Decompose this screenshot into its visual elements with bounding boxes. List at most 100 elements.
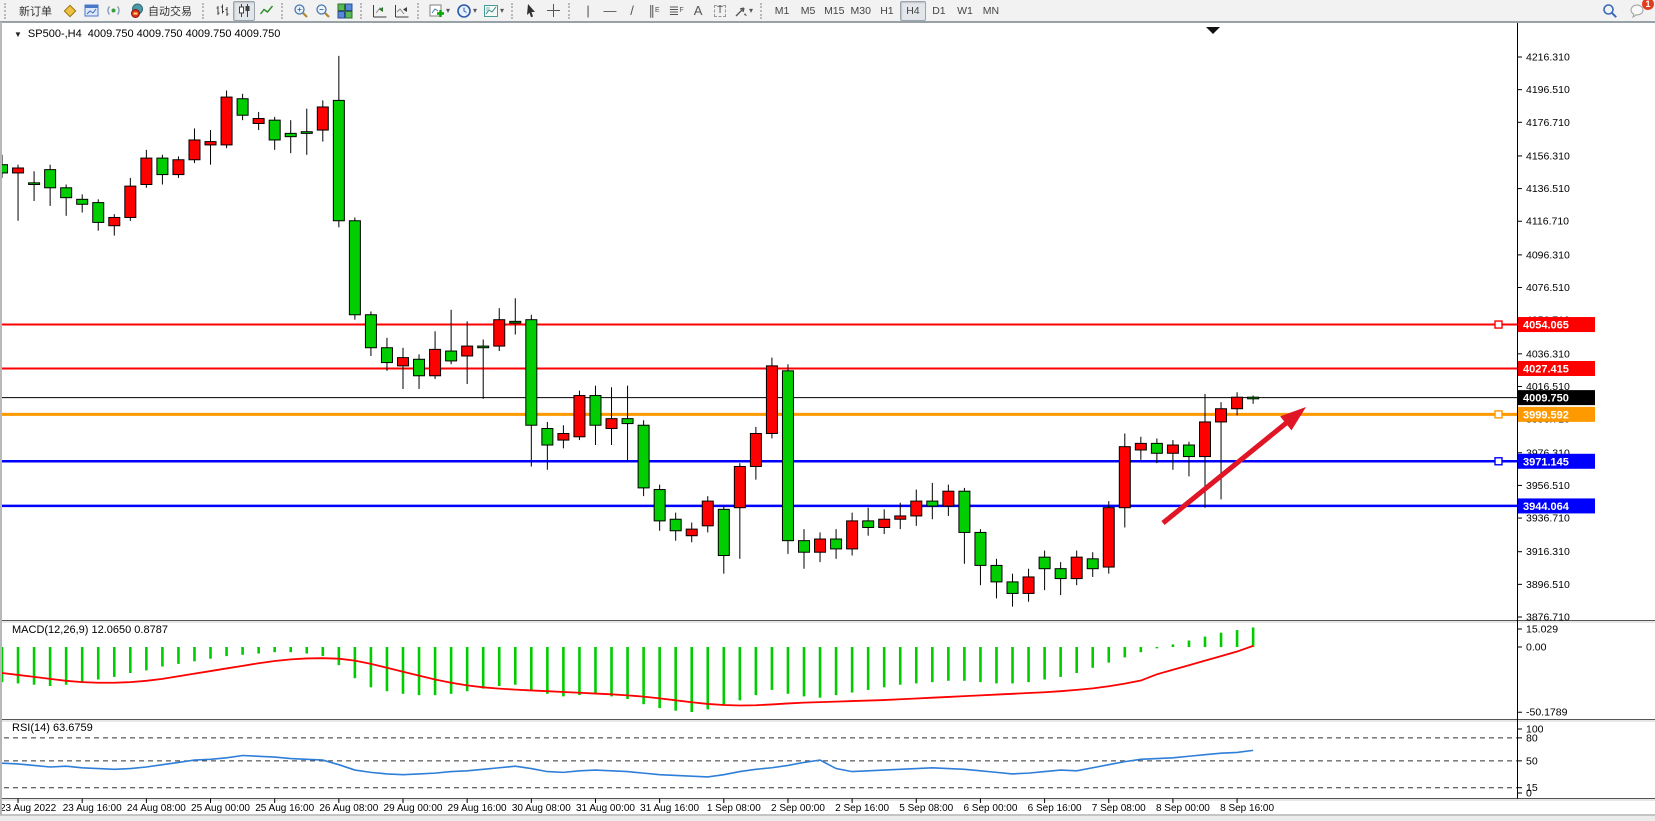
add-indicator-icon — [429, 4, 444, 17]
time-tick-label: 8 Sep 16:00 — [1220, 803, 1274, 814]
trend-arrow-line[interactable] — [1161, 417, 1293, 525]
symbol-name: SP500-,H4 — [27, 28, 82, 40]
trend-arrow-head[interactable] — [1280, 407, 1306, 431]
cursor-tool-button[interactable] — [520, 1, 542, 21]
candle-body — [1006, 581, 1019, 594]
line-chart-mode-button[interactable] — [255, 1, 277, 21]
text-tool-button[interactable]: A — [687, 1, 709, 21]
toolbar-drag-handle[interactable] — [360, 2, 366, 19]
toolbar-drag-handle[interactable] — [568, 2, 574, 19]
timeframe-M1[interactable]: M1 — [774, 4, 790, 17]
price-tick-label: 3956.510 — [1526, 480, 1570, 492]
candle-body — [204, 141, 217, 146]
price-tick-label: 4136.510 — [1526, 183, 1570, 195]
candle-body — [252, 118, 265, 124]
zoom-out-button[interactable] — [312, 1, 334, 21]
navigator-icon[interactable] — [102, 1, 124, 21]
time-tick-label: 26 Aug 08:00 — [319, 803, 378, 814]
arrows-tool-button[interactable]: ▾ — [731, 1, 756, 21]
timeframe-H1[interactable]: H1 — [880, 4, 894, 17]
indicators-button[interactable]: ▾ — [426, 1, 453, 21]
candle-body — [701, 500, 714, 527]
time-axis[interactable] — [0, 799, 1517, 814]
toolbar-drag-handle[interactable] — [760, 2, 766, 19]
candle-body — [733, 465, 746, 509]
candle-body — [316, 106, 329, 131]
crosshair-tool-button[interactable] — [542, 1, 564, 21]
line-handle[interactable] — [1494, 457, 1503, 466]
vertical-line-tool-button[interactable]: | — [586, 3, 590, 18]
candle-body — [974, 531, 987, 566]
candle-body — [76, 198, 89, 205]
candlestick-icon — [238, 4, 249, 17]
candle-body — [685, 528, 698, 537]
toolbar: 新订单 自动交易 — [0, 0, 1655, 22]
auto-scroll-icon — [373, 4, 387, 17]
candle-body — [108, 216, 121, 227]
price-tick-label: 4156.310 — [1526, 150, 1570, 162]
candlestick-mode-button[interactable] — [233, 0, 255, 21]
toolbar-drag-handle[interactable] — [202, 2, 208, 19]
toolbar-drag-handle[interactable] — [511, 2, 517, 19]
price-axis[interactable] — [1518, 25, 1655, 798]
bar-chart-mode-button[interactable] — [211, 1, 233, 21]
candle-body — [1134, 442, 1147, 451]
candle-body — [669, 518, 682, 532]
fibonacci-tool-button[interactable]: ≣ F — [668, 3, 684, 18]
tile-windows-button[interactable] — [334, 1, 356, 21]
horizontal-line-tool-button[interactable]: — — [603, 3, 617, 18]
candle-body — [364, 314, 377, 349]
chart-title-bar: ▼ SP500-,H4 4009.750 4009.750 4009.750 4… — [14, 28, 280, 40]
line-chart-icon — [259, 5, 273, 15]
rsi-tick-label: 80 — [1526, 732, 1538, 744]
trendline-tool-button[interactable]: / — [630, 3, 634, 18]
chart-shift-marker[interactable] — [1206, 27, 1220, 34]
timeframe-W1[interactable]: W1 — [957, 4, 973, 17]
window-left-edge — [0, 22, 2, 815]
notifications-button[interactable]: 1 — [1627, 0, 1654, 21]
symbol-dropdown-icon[interactable]: ▼ — [14, 29, 22, 39]
candle-body — [990, 564, 1003, 583]
candle-body — [781, 370, 794, 542]
price-tick-label: 3916.310 — [1526, 546, 1570, 558]
time-tick-label: 6 Sep 00:00 — [963, 803, 1017, 814]
new-order-button[interactable]: 新订单 — [19, 5, 52, 18]
toolbar-drag-handle[interactable] — [281, 2, 287, 19]
candle-body — [220, 96, 233, 146]
channel-tool-button[interactable]: ∥ E — [648, 3, 660, 18]
candle-body — [1231, 396, 1244, 410]
timeframe-M15[interactable]: M15 — [824, 4, 845, 17]
market-watch-icon[interactable] — [80, 1, 102, 21]
price-tag-label: 4027.415 — [1523, 363, 1569, 375]
periods-button[interactable]: ▾ — [453, 1, 480, 21]
line-handle[interactable] — [1494, 320, 1503, 329]
timeframe-M5[interactable]: M5 — [800, 4, 816, 17]
time-tick-label: 23 Aug 16:00 — [63, 803, 122, 814]
timeframe-D1[interactable]: D1 — [932, 4, 946, 17]
price-tag-label: 3944.064 — [1523, 501, 1570, 513]
candle-body — [653, 489, 666, 522]
chart-shift-button[interactable] — [391, 1, 413, 21]
price-tag — [1518, 390, 1595, 406]
price-tick-label: 4176.710 — [1526, 117, 1570, 129]
main-chart-area[interactable] — [0, 25, 1517, 620]
toolbar-drag-handle[interactable] — [417, 2, 423, 19]
candle-body — [1215, 408, 1228, 423]
line-handle[interactable] — [1494, 410, 1503, 419]
templates-button[interactable]: ▾ — [480, 1, 507, 21]
auto-scroll-button[interactable] — [369, 1, 391, 21]
timeframe-MN[interactable]: MN — [982, 4, 1000, 17]
zoom-in-button[interactable] — [290, 1, 312, 21]
rsi-tick-label: 0 — [1526, 788, 1532, 800]
macd-tick-label: -50.1789 — [1526, 707, 1568, 719]
macd-signal-line — [1, 645, 1254, 707]
toolbar-drag-handle[interactable] — [4, 2, 10, 19]
text-label-tool-button[interactable]: T — [709, 1, 731, 21]
auto-trading-button[interactable]: 自动交易 — [124, 1, 198, 21]
profiles-icon[interactable] — [58, 1, 80, 21]
search-button[interactable] — [1599, 1, 1621, 21]
timeframe-H4[interactable]: H4 — [899, 0, 926, 21]
timeframe-M30[interactable]: M30 — [850, 4, 871, 17]
rsi-indicator-label: RSI(14) 63.6759 — [12, 722, 93, 734]
